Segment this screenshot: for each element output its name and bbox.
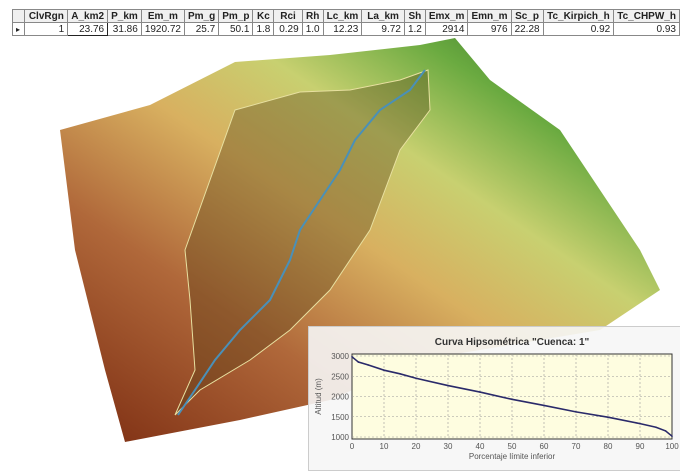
y-axis-label: Altitud (m): [314, 378, 323, 415]
hypsometric-chart: 0 10 20 30 40 50 60 70 80 90 100 1000 1500 2000 2500 30…: [314, 337, 679, 461]
x-tick-label: 80: [604, 442, 613, 451]
y-tick-label: 2500: [331, 372, 349, 381]
table-cell: 50.1: [218, 22, 254, 36]
x-tick-label: 40: [476, 442, 485, 451]
table-header-row: ClvRgn A_km2 P_km Em_m Pm_g Pm_p Kc Rci Rh Lc_km L…: [11, 9, 680, 23]
x-tick-label: 100: [665, 442, 679, 451]
table-cell: 23.76: [67, 22, 109, 36]
attribute-table: ClvRgn A_km2 P_km Em_m Pm_g Pm_p Kc Rci Rh Lc_km L…: [11, 9, 680, 36]
column-header-tc-chpw-h[interactable]: Tc_CHPW_h: [613, 9, 680, 23]
x-tick-label: 60: [540, 442, 549, 451]
table-cell: 12.23: [322, 22, 363, 36]
y-tick-label: 2000: [331, 393, 349, 402]
table-cell: 9.72: [361, 22, 405, 36]
curve-point: [367, 364, 369, 366]
column-header-sc-p[interactable]: Sc_p: [510, 9, 544, 23]
curve-point: [655, 426, 657, 429]
table-cell: 1.0: [301, 22, 324, 36]
x-tick-label: 20: [412, 442, 421, 451]
column-header-tc-kirpich-h[interactable]: Tc_Kirpich_h: [542, 9, 615, 23]
x-tick-label: 90: [636, 442, 645, 451]
table-cell: 0.29: [273, 22, 303, 36]
table-cell: 22.28: [510, 22, 544, 36]
curve-point: [479, 391, 481, 393]
column-header-p-km[interactable]: P_km: [107, 9, 142, 23]
table-cell: 2914: [424, 22, 469, 36]
x-tick-label: 0: [350, 442, 355, 451]
river-line: [177, 69, 426, 416]
x-axis-label: Porcentaje límite inferior: [469, 452, 556, 461]
column-header-pm-p[interactable]: Pm_p: [218, 9, 254, 23]
curve-point: [357, 361, 360, 363]
column-header-a-km2[interactable]: A_km2: [67, 9, 109, 23]
curve-point: [383, 369, 385, 371]
curve-point: [639, 422, 641, 425]
x-tick-label: 50: [508, 442, 517, 451]
column-header-emn-m[interactable]: Emn_m: [467, 9, 512, 23]
table-cell: 1: [24, 22, 69, 36]
curve-point: [671, 435, 673, 437]
column-header-la-km[interactable]: La_km: [361, 9, 405, 23]
table-cell: 1.2: [403, 22, 426, 36]
column-header-kc[interactable]: Kc: [252, 9, 275, 23]
table-cell: 1920.72: [140, 22, 185, 36]
y-tick-label: 1000: [331, 433, 349, 442]
curve-point: [415, 377, 417, 380]
y-tick-label: 3000: [331, 352, 349, 361]
chart-title: Curva Hipsométrica "Cuenca: 1": [435, 337, 590, 348]
curve-point: [543, 404, 545, 407]
column-header-selector[interactable]: [11, 9, 26, 23]
column-header-sh[interactable]: Sh: [403, 9, 426, 23]
column-header-lc-km[interactable]: Lc_km: [322, 9, 363, 23]
column-header-em-m[interactable]: Em_m: [140, 9, 185, 23]
column-header-clvrgn[interactable]: ClvRgn: [24, 9, 69, 23]
table-cell: 976: [467, 22, 512, 36]
x-tick-label: 30: [444, 442, 453, 451]
table-row[interactable]: ▸ 1 23.76 31.86 1920.72 25.7 50.1 1.8 0.29 1.0 12.…: [11, 22, 680, 36]
curve-point: [575, 411, 577, 413]
curve-point: [399, 373, 401, 375]
curve-point: [664, 430, 667, 432]
curve-point: [351, 356, 353, 358]
curve-point: [607, 416, 609, 418]
table-cell: 25.7: [183, 22, 220, 36]
table-cell: 0.92: [542, 22, 615, 36]
watershed-boundary: [174, 69, 431, 416]
curve-point: [447, 384, 449, 387]
column-header-rh[interactable]: Rh: [301, 9, 324, 23]
column-header-pm-g[interactable]: Pm_g: [183, 9, 220, 23]
hypsometric-curve: [351, 356, 673, 437]
table-cell: 1.8: [252, 22, 275, 36]
curve-point: [511, 398, 513, 401]
column-header-rci[interactable]: Rci: [273, 9, 303, 23]
table-cell: 31.86: [107, 22, 142, 36]
row-selector-icon[interactable]: ▸: [11, 22, 26, 36]
y-tick-label: 1500: [331, 413, 349, 422]
column-header-emx-m[interactable]: Emx_m: [424, 9, 469, 23]
x-tick-label: 70: [572, 442, 581, 451]
x-tick-label: 10: [380, 442, 389, 451]
table-cell: 0.93: [613, 22, 680, 36]
hypsometric-chart-panel: 0 10 20 30 40 50 60 70 80 90 100 1000 1500 2000 2500 30…: [308, 326, 680, 471]
